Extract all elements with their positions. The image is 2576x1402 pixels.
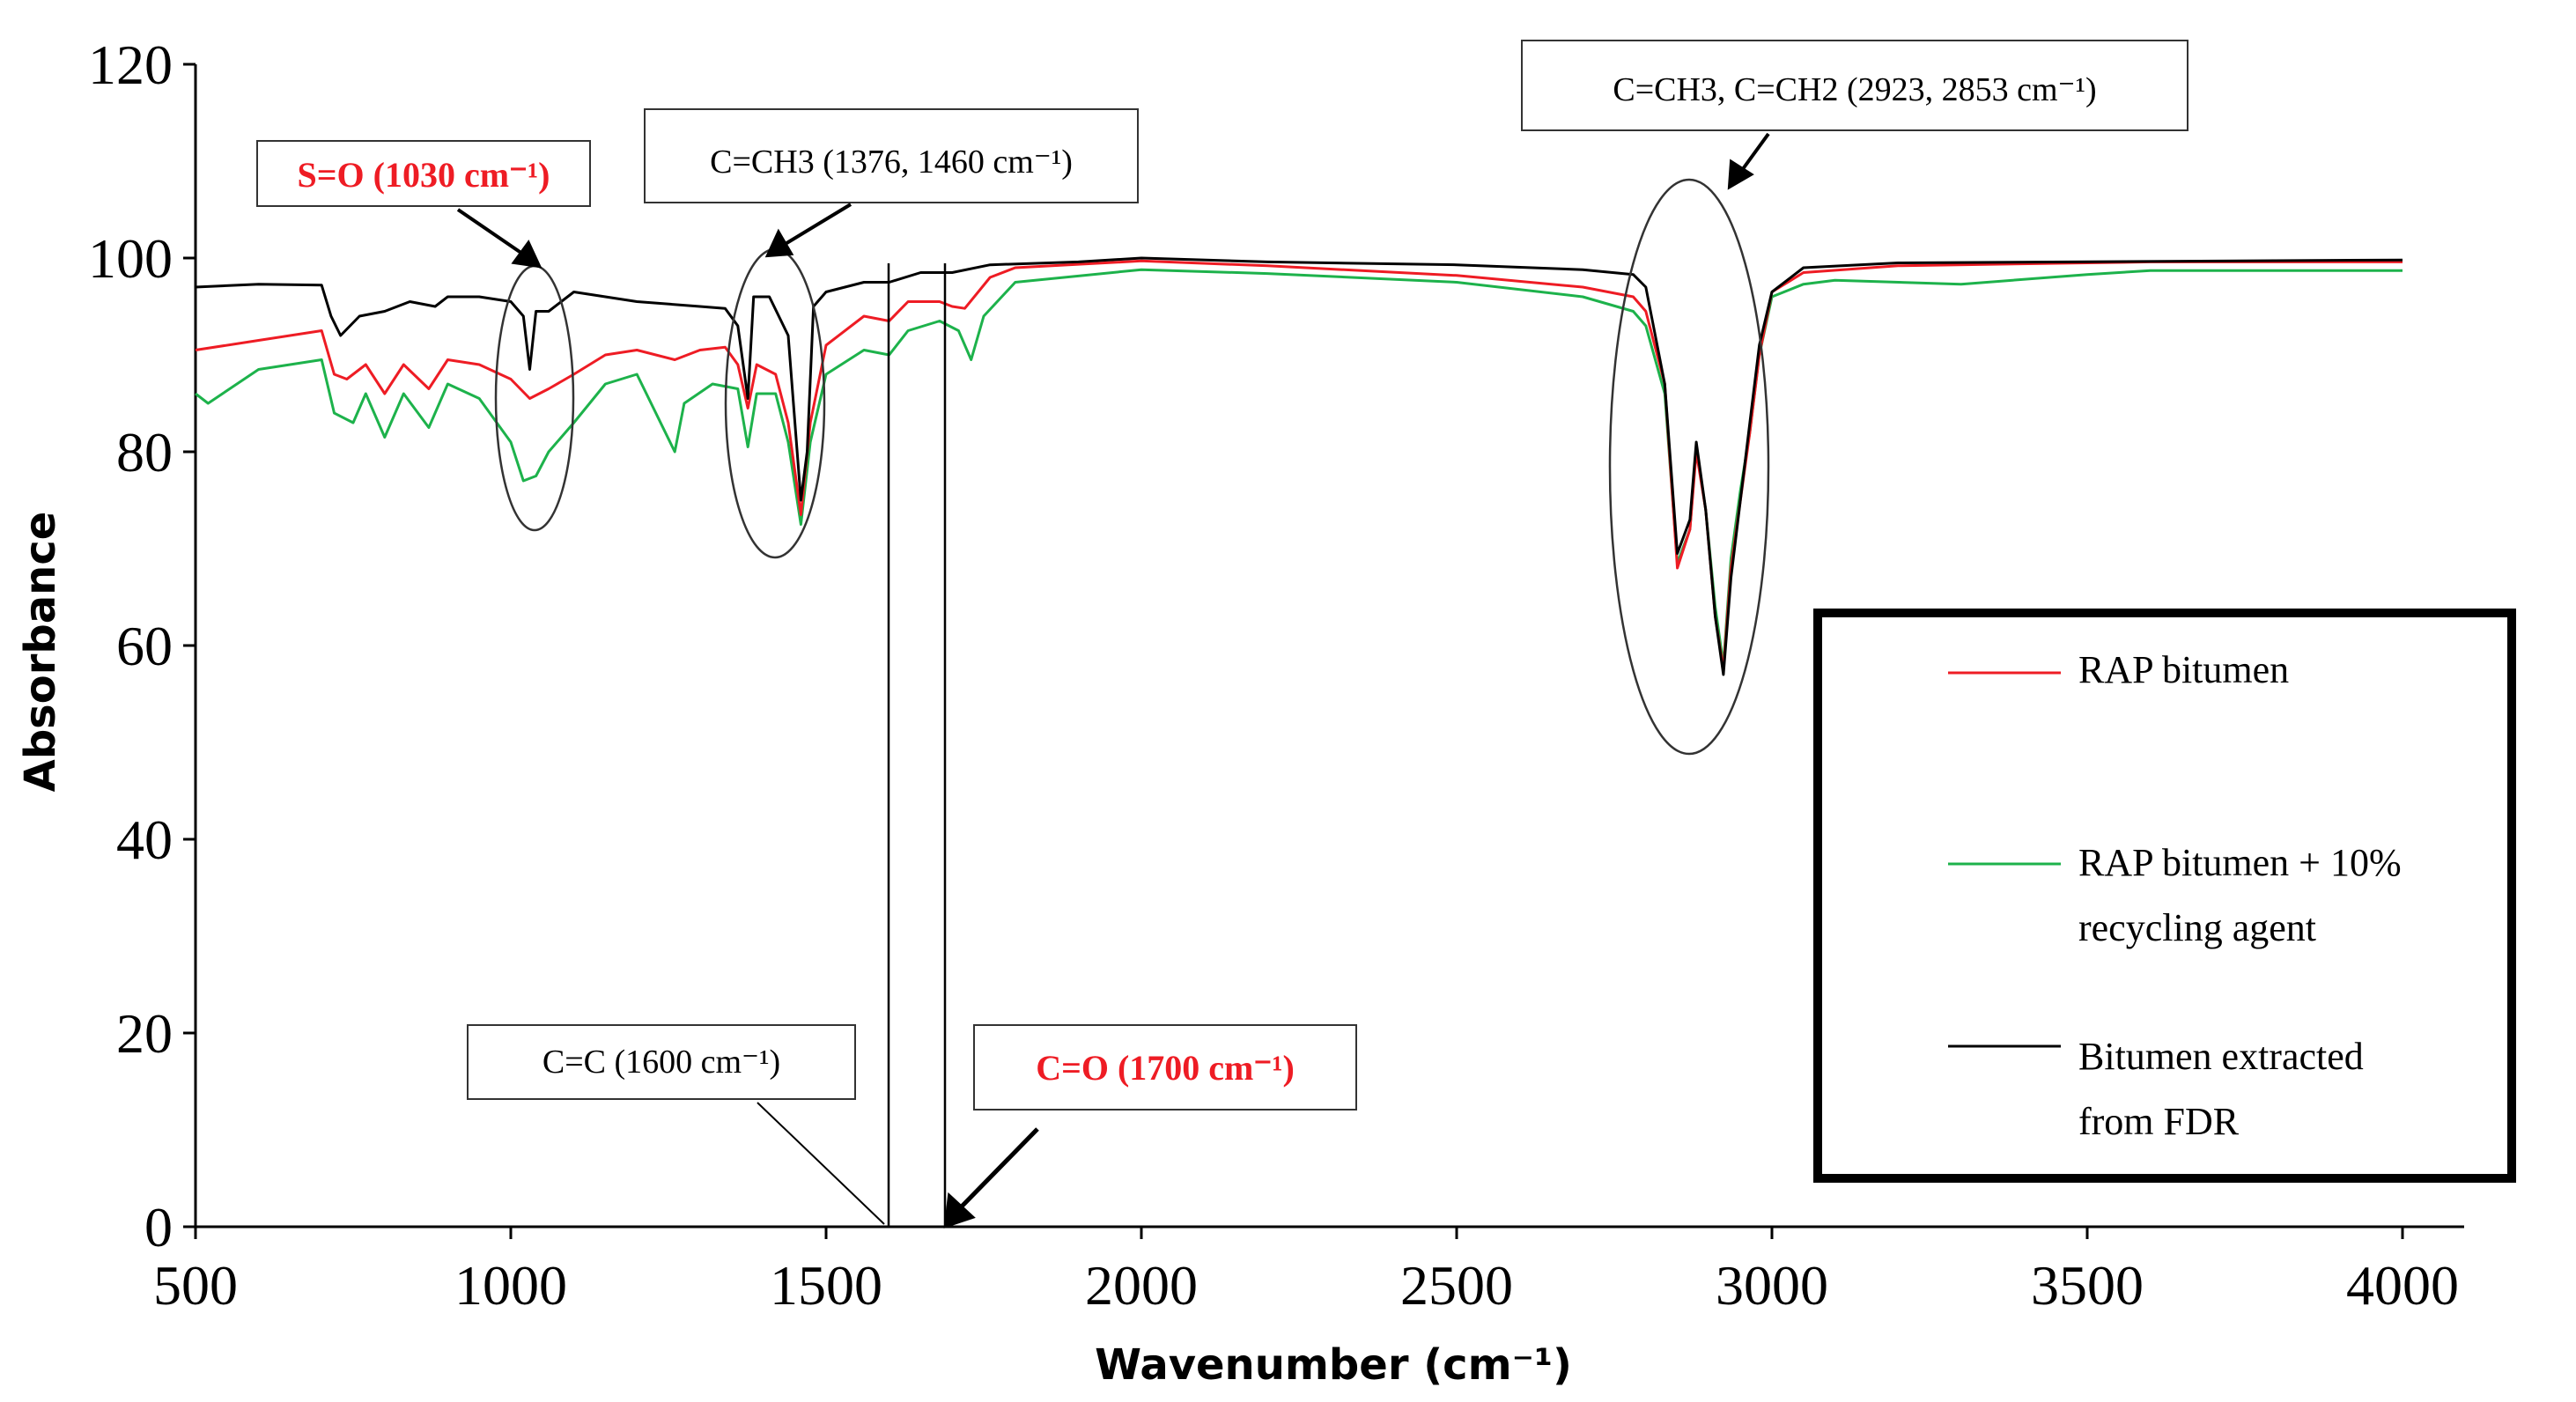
legend-label-rap-ra-1: RAP bitumen + 10% xyxy=(2078,841,2402,884)
annotation-co: C=O (1700 cm⁻¹) xyxy=(973,1024,1357,1111)
x-tick-label: 3500 xyxy=(2031,1254,2144,1317)
x-tick-label: 1000 xyxy=(454,1254,567,1317)
legend-label-fdr-1: Bitumen extracted xyxy=(2078,1035,2364,1078)
y-tick-label: 80 xyxy=(116,421,173,483)
annotation-ch3-low: C=CH3 (1376, 1460 cm⁻¹) xyxy=(644,108,1139,203)
y-tick-label: 40 xyxy=(116,808,173,871)
x-tick-label: 3000 xyxy=(1716,1254,1828,1317)
arrow-ch3-low-head xyxy=(764,228,794,258)
annotation-cc: C=C (1600 cm⁻¹) xyxy=(467,1024,856,1100)
annotation-box xyxy=(644,108,1139,203)
annotation-so: S=O (1030 cm⁻¹) xyxy=(256,140,591,207)
annotation-co-text: C=O (1700 cm⁻¹) xyxy=(1036,1048,1295,1088)
marker-lines xyxy=(887,263,947,1227)
series-line-rap-bitumen-10-recycling-agent xyxy=(195,268,2403,667)
arrow-so xyxy=(456,208,527,257)
ellipse-so xyxy=(494,264,575,532)
y-tick-label: 100 xyxy=(88,227,173,290)
legend-label-fdr-2: from FDR xyxy=(2078,1100,2240,1143)
annotation-arrows xyxy=(456,132,1770,1229)
legend-label-rap-ra-2: recycling agent xyxy=(2078,906,2316,949)
y-tick-label: 0 xyxy=(144,1196,173,1258)
x-tick-label: 2000 xyxy=(1085,1254,1198,1317)
arrow-cc xyxy=(757,1102,885,1225)
arrow-co-head xyxy=(943,1192,976,1229)
annotation-ch3-high: C=CH3, C=CH2 (2923, 2853 cm⁻¹) xyxy=(1521,40,2188,131)
legend-label-rap: RAP bitumen xyxy=(2078,648,2289,691)
y-tick-label: 120 xyxy=(88,33,173,96)
arrow-ch3-low xyxy=(782,203,853,247)
x-tick-label: 500 xyxy=(153,1254,238,1317)
x-axis-title: Wavenumber (cm⁻¹) xyxy=(1095,1340,1572,1390)
annotation-box xyxy=(256,140,591,207)
annotation-so-text: S=O (1030 cm⁻¹) xyxy=(298,155,550,195)
arrow-so-head xyxy=(511,240,543,269)
annotation-box xyxy=(467,1024,856,1100)
peak-region-ellipses xyxy=(494,178,1770,756)
arrow-ch3-high-head xyxy=(1727,159,1754,190)
arrow-ch3-high xyxy=(1738,132,1770,174)
axes: 0 20 40 60 80 100 120 500 1000 1500 2000 2500 3000 35… xyxy=(88,33,2464,1317)
annotation-ch3-low-text: C=CH3 (1376, 1460 cm⁻¹) xyxy=(710,144,1073,181)
annotation-box xyxy=(973,1024,1357,1111)
annotation-cc-text: C=C (1600 cm⁻¹) xyxy=(543,1044,780,1081)
y-tick-label: 60 xyxy=(116,615,173,677)
x-tick-label: 2500 xyxy=(1400,1254,1513,1317)
arrow-co xyxy=(956,1127,1039,1212)
ellipse-ch3-high xyxy=(1608,178,1770,756)
series-line-rap-bitumen xyxy=(195,259,2403,671)
annotation-ch3-high-text: C=CH3, C=CH2 (2923, 2853 cm⁻¹) xyxy=(1613,71,2096,108)
y-tick-label: 20 xyxy=(116,1002,173,1065)
x-tick-label: 1500 xyxy=(770,1254,882,1317)
annotation-box xyxy=(1521,40,2188,131)
y-axis-title: Absorbance xyxy=(16,512,65,793)
legend: RAP bitumen RAP bitumen + 10% recycling … xyxy=(1813,609,2516,1183)
legend-box xyxy=(1813,609,2516,1183)
x-tick-label: 4000 xyxy=(2346,1254,2459,1317)
